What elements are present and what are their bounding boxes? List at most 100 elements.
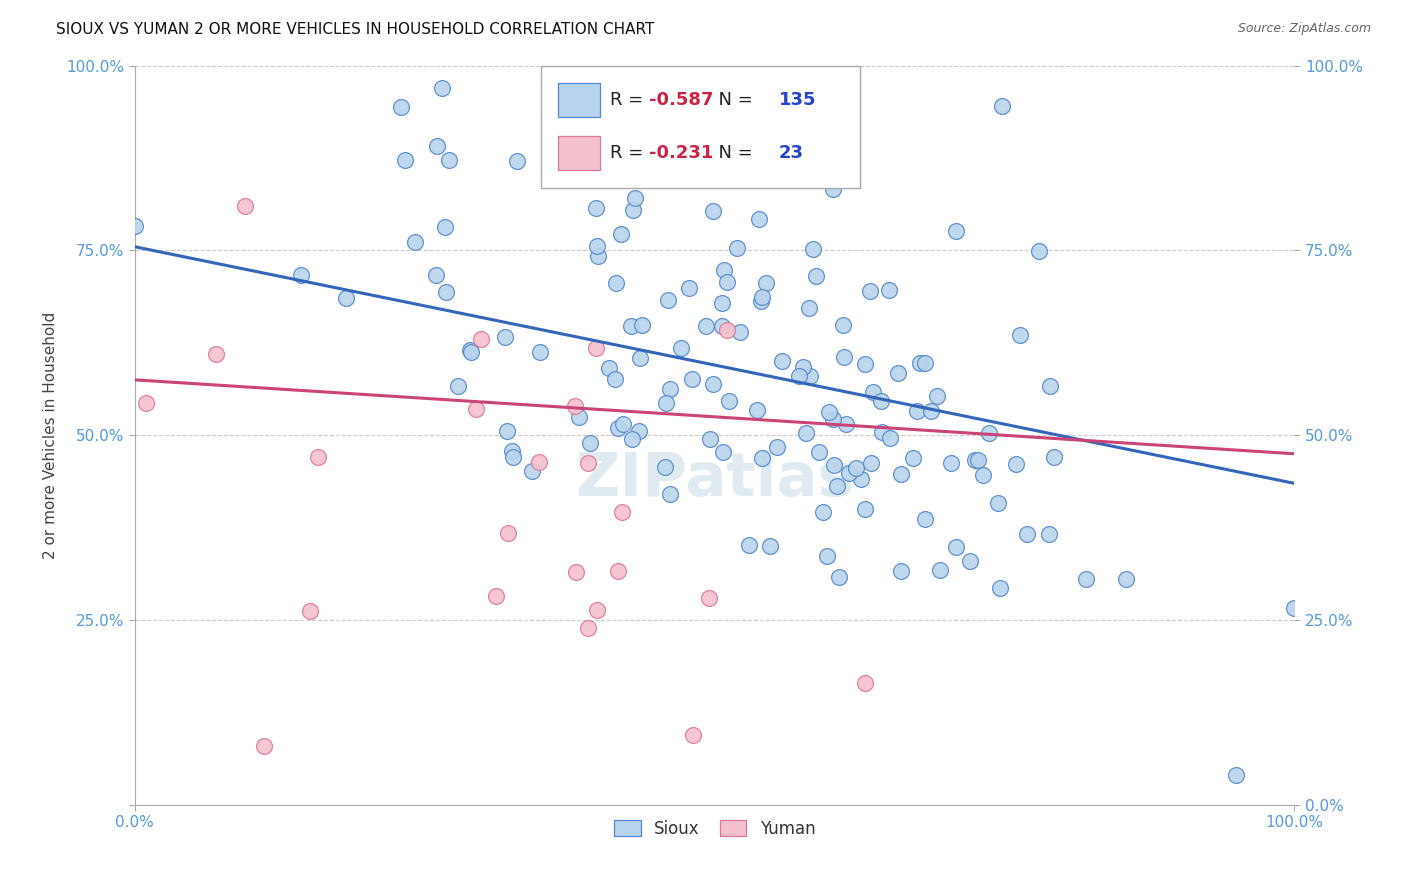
- Point: [1284, 600, 1306, 615]
- Point: [598, 361, 620, 376]
- Point: [977, 426, 1000, 441]
- Point: [972, 467, 994, 482]
- Point: [135, 395, 157, 409]
- Point: [966, 453, 988, 467]
- Point: [502, 450, 524, 464]
- Point: [465, 401, 488, 416]
- Point: [853, 357, 876, 371]
- Point: [908, 356, 931, 370]
- Legend: Sioux, Yuman: Sioux, Yuman: [607, 814, 823, 845]
- Point: [470, 332, 492, 346]
- Point: [605, 277, 627, 291]
- Point: [389, 100, 412, 114]
- Point: [699, 433, 721, 447]
- Point: [702, 203, 724, 218]
- Point: [797, 301, 820, 316]
- Point: [1074, 572, 1097, 586]
- Point: [678, 281, 700, 295]
- Point: [671, 341, 693, 355]
- Point: [299, 604, 322, 618]
- Point: [307, 450, 329, 464]
- Point: [124, 219, 146, 233]
- Point: [859, 456, 882, 470]
- Point: [425, 268, 447, 282]
- Point: [432, 80, 454, 95]
- Point: [811, 505, 834, 519]
- Point: [872, 425, 894, 439]
- Point: [586, 239, 609, 253]
- Point: [815, 549, 838, 563]
- Point: [682, 728, 704, 742]
- Point: [1028, 244, 1050, 259]
- Point: [335, 291, 357, 305]
- Point: [853, 502, 876, 516]
- Point: [748, 212, 770, 227]
- Point: [623, 203, 645, 218]
- Point: [659, 487, 682, 501]
- Point: [803, 242, 825, 256]
- Point: [766, 440, 789, 454]
- Point: [832, 318, 855, 332]
- Point: [823, 458, 845, 472]
- Point: [738, 539, 761, 553]
- Point: [655, 395, 678, 409]
- Point: [877, 283, 900, 297]
- Point: [890, 564, 912, 578]
- Text: N =: N =: [707, 144, 758, 162]
- Point: [759, 540, 782, 554]
- Point: [576, 456, 599, 470]
- Point: [725, 242, 748, 256]
- Text: 135: 135: [779, 91, 815, 109]
- Point: [889, 467, 911, 482]
- Point: [404, 235, 426, 249]
- Point: [862, 385, 884, 400]
- Point: [907, 404, 929, 418]
- Point: [821, 412, 844, 426]
- Point: [991, 99, 1014, 113]
- Point: [433, 219, 456, 234]
- Point: [728, 325, 751, 339]
- Point: [770, 354, 793, 368]
- Point: [695, 318, 717, 333]
- Point: [806, 268, 828, 283]
- Point: [527, 455, 550, 469]
- Point: [799, 368, 821, 383]
- Y-axis label: 2 or more Vehicles in Household: 2 or more Vehicles in Household: [44, 311, 58, 559]
- Point: [501, 443, 523, 458]
- Point: [458, 343, 481, 358]
- Point: [585, 341, 607, 355]
- Point: [988, 581, 1011, 595]
- Point: [460, 345, 482, 359]
- Point: [711, 295, 734, 310]
- Point: [858, 284, 880, 298]
- Point: [586, 249, 609, 263]
- Point: [716, 275, 738, 289]
- Point: [817, 405, 839, 419]
- Point: [606, 421, 628, 435]
- Point: [832, 350, 855, 364]
- FancyBboxPatch shape: [541, 66, 859, 187]
- Text: -0.587: -0.587: [648, 91, 713, 109]
- Point: [920, 404, 942, 418]
- Point: [959, 554, 981, 568]
- Text: ZIPatlas: ZIPatlas: [575, 450, 855, 509]
- Point: [1017, 527, 1039, 541]
- Point: [620, 319, 643, 334]
- Point: [870, 393, 893, 408]
- Point: [901, 451, 924, 466]
- Point: [792, 359, 814, 374]
- Point: [522, 464, 544, 478]
- Point: [828, 570, 851, 584]
- Point: [1225, 768, 1247, 782]
- Point: [610, 227, 633, 241]
- Point: [612, 417, 634, 431]
- Point: [253, 739, 276, 753]
- Point: [654, 460, 676, 475]
- Point: [659, 382, 682, 396]
- Point: [844, 460, 866, 475]
- Point: [751, 451, 773, 466]
- Point: [807, 445, 830, 459]
- Point: [941, 456, 963, 470]
- Text: N =: N =: [707, 91, 758, 109]
- Point: [437, 153, 460, 168]
